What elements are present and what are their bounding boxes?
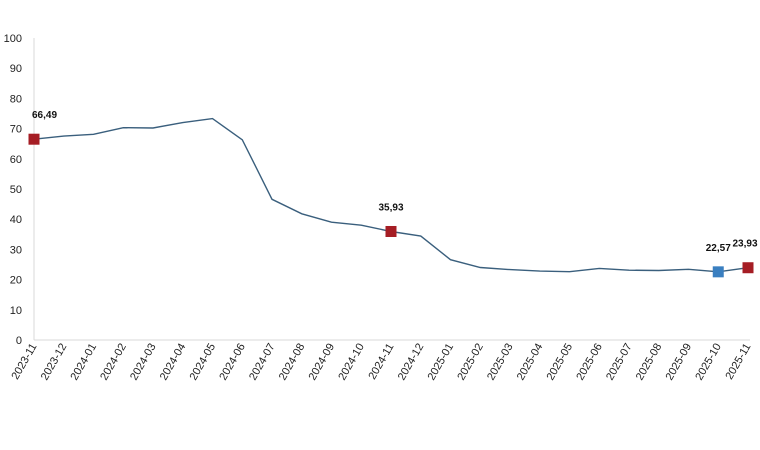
y-tick-label: 50: [10, 184, 22, 196]
y-tick-label: 30: [10, 244, 22, 256]
x-tick-label: 2025-06: [574, 342, 605, 383]
data-label: 22,57: [706, 243, 731, 254]
y-tick-label: 60: [10, 154, 22, 166]
y-tick-labels: 0 10 20 30 40 50 60 70 80 90 100: [4, 33, 22, 347]
data-point-marker: [385, 225, 397, 237]
y-tick-label: 70: [10, 124, 22, 136]
x-tick-label: 2025-03: [485, 342, 516, 383]
data-label: 35,93: [378, 202, 403, 213]
x-tick-label: 2024-06: [217, 342, 248, 383]
y-tick-label: 100: [4, 33, 22, 45]
y-tick-label: 40: [10, 214, 22, 226]
x-tick-label: 2025-10: [693, 342, 724, 383]
x-tick-label: 2024-12: [396, 342, 427, 383]
series-line: [33, 117, 749, 273]
x-tick-label: 2025-09: [664, 342, 695, 383]
y-tick-label: 90: [10, 63, 22, 75]
x-tick-label: 2025-08: [634, 342, 665, 383]
data-point-marker: [28, 133, 40, 145]
x-tick-label: 2024-05: [188, 342, 219, 383]
x-tick-label: 2024-03: [128, 342, 159, 383]
x-tick-label: 2024-10: [336, 342, 367, 383]
x-tick-label: 2024-04: [158, 342, 189, 383]
y-tick-label: 0: [16, 335, 22, 347]
data-point-marker: [712, 266, 724, 278]
x-tick-label: 2024-07: [247, 342, 278, 383]
x-tick-label: 2025-04: [515, 342, 546, 383]
x-tick-label: 2023-11: [9, 342, 39, 382]
x-tick-label: 2024-09: [307, 342, 338, 383]
x-tick-label: 2025-02: [455, 342, 486, 383]
data-label: 66,49: [32, 110, 57, 121]
x-tick-label: 2025-11: [723, 342, 753, 382]
y-tick-label: 20: [10, 275, 22, 287]
x-tick-label: 2025-07: [604, 342, 635, 383]
y-tick-label: 10: [10, 305, 22, 317]
x-tick-label: 2024-02: [98, 342, 129, 383]
x-tick-label: 2025-05: [545, 342, 576, 383]
data-point-marker: [742, 262, 754, 274]
x-tick-label: 2023-12: [39, 342, 70, 383]
x-tick-label: 2024-08: [277, 342, 308, 383]
x-tick-label: 2024-01: [69, 342, 100, 383]
annotation-markers: 66,49 35,93 22,57 23,93: [28, 110, 758, 278]
data-label: 23,93: [732, 239, 757, 250]
x-tick-label: 2024-11: [366, 342, 396, 382]
x-tick-labels: 2023-11 2023-12 2024-01 2024-02 2024-03 2024-…: [9, 342, 753, 383]
x-tick-label: 2025-01: [426, 342, 457, 383]
y-tick-label: 80: [10, 93, 22, 105]
